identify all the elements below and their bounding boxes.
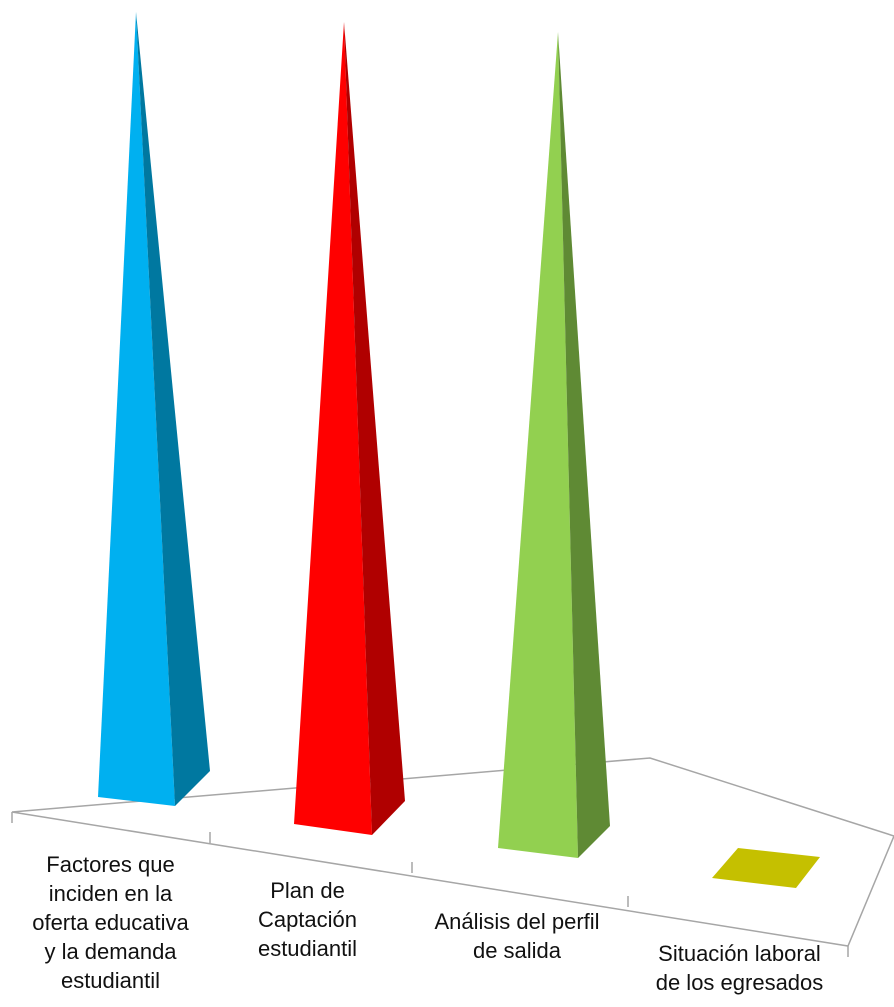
pyramid-base-3 [712,848,820,888]
pyramid-front-0 [98,12,175,806]
category-label-1: Plan de Captación estudiantil [257,878,358,961]
category-label-0: Factores que inciden en la oferta educat… [32,852,189,993]
pyramid-front-2 [498,32,578,858]
pyramid-front-1 [294,22,372,835]
pyramid-side-0 [136,12,210,806]
pyramid-side-1 [344,22,405,835]
floor-plane [11,757,894,947]
pyramid-side-2 [558,32,610,858]
category-label-3: Situación laboral de los egresados [655,941,824,995]
category-label-2: Análisis del perfil de salida [434,909,600,963]
